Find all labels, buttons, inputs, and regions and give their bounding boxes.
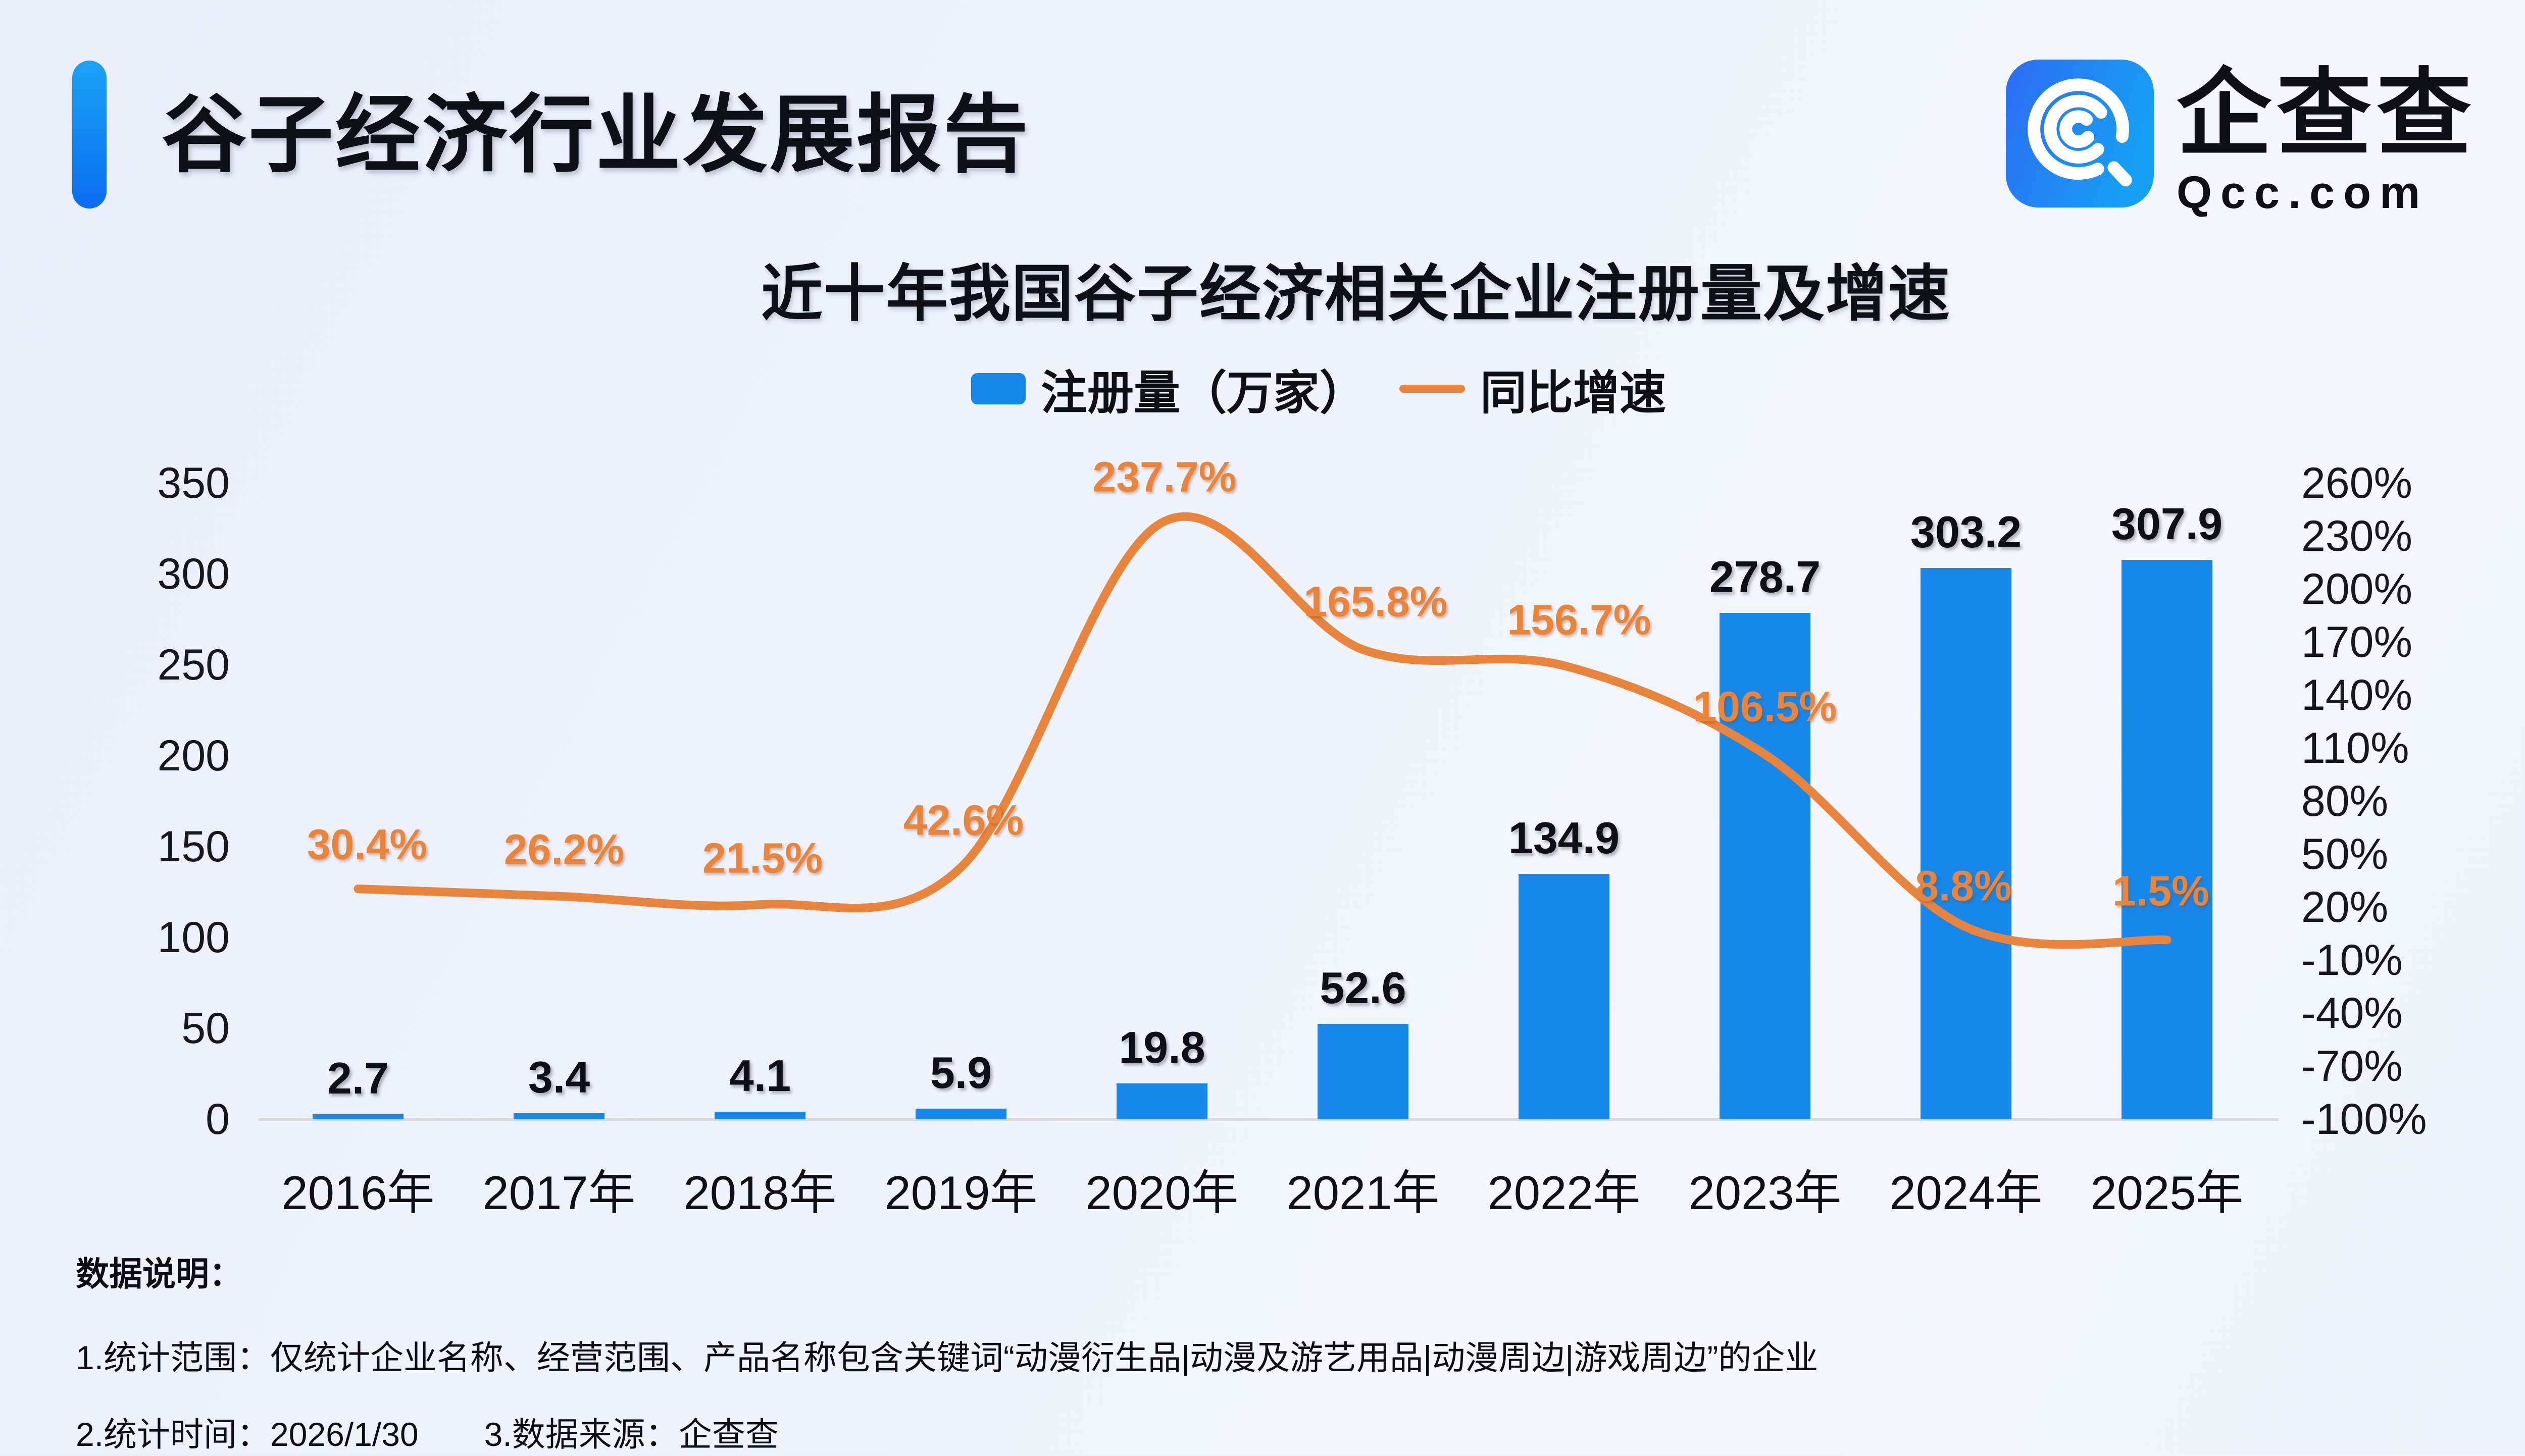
bar-2019年 [916,1108,1006,1119]
line-value-label: 21.5% [702,834,823,882]
y-axis-left-tick: 150 [157,822,230,871]
bar-2016年 [313,1114,403,1119]
qcc-brand-name: 企查查 [2177,61,2477,167]
x-axis-label: 2023年 [1688,1166,1842,1219]
y-axis-right-tick: -40% [2301,989,2403,1037]
x-axis-label: 2022年 [1487,1166,1641,1219]
y-axis-left-tick: 250 [157,641,230,689]
line-value-label: 106.5% [1693,683,1837,731]
x-axis-label: 2019年 [884,1166,1038,1219]
bar-2018年 [715,1112,805,1119]
line-value-label: 30.4% [307,820,428,868]
x-axis-label: 2017年 [482,1166,636,1219]
bar-value-label: 3.4 [528,1052,590,1102]
bar-value-label: 307.9 [2111,498,2223,549]
y-axis-left-tick: 50 [181,1004,230,1053]
y-axis-right-tick: 260% [2301,459,2412,507]
bar-value-label: 134.9 [1508,813,1620,863]
qcc-logo-icon [2006,60,2154,207]
y-axis-right-tick: -10% [2301,936,2403,984]
y-axis-left-tick: 350 [157,459,230,507]
line-value-label: 8.8% [1915,862,2012,910]
line-value-label: 237.7% [1092,453,1237,501]
y-axis-right-tick: 20% [2301,883,2389,931]
y-axis-left-tick: 0 [206,1095,230,1143]
growth-line [354,512,2172,949]
legend-line-label: 同比增速 [1480,367,1666,419]
bar-value-label: 52.6 [1320,962,1406,1013]
y-axis-right-tick: -100% [2301,1095,2427,1143]
x-axis-label: 2016年 [281,1166,435,1219]
footer-heading: 数据说明： [76,1255,242,1292]
line-value-label: 42.6% [903,796,1024,844]
chart-title: 近十年我国谷子经济相关企业注册量及增速 [761,259,1951,328]
y-axis-right-tick: 50% [2301,830,2389,878]
x-axis-label: 2021年 [1286,1166,1440,1219]
title-accent-bar [72,61,107,209]
bar-2024年 [1921,568,2011,1119]
y-axis-right-tick: 110% [2301,724,2409,772]
bar-2020年 [1117,1083,1207,1119]
x-axis-label: 2018年 [683,1166,837,1219]
line-value-label: 156.7% [1507,596,1651,644]
x-axis-line [259,1118,2279,1121]
bar-value-label: 4.1 [729,1051,791,1101]
y-axis-right-tick: 200% [2301,565,2412,613]
y-axis-left-tick: 200 [157,732,230,780]
footer-note-3: 3.数据来源：企查查 [484,1416,779,1453]
y-axis-right-tick: -70% [2301,1042,2403,1090]
y-axis-left-tick: 100 [157,913,230,962]
footer-note-1: 1.统计范围：仅统计企业名称、经营范围、产品名称包含关键词“动漫衍生品|动漫及游… [76,1339,1819,1376]
bar-value-label: 19.8 [1119,1022,1205,1072]
qcc-logo: 企查查 Qcc.com [2006,60,2486,218]
footer-note-row: 2.统计时间：2026/1/30 3.数据来源：企查查 [76,1408,779,1456]
bar-value-label: 5.9 [930,1047,992,1098]
x-axis-label: 2025年 [2090,1166,2244,1219]
bar-value-label: 303.2 [1910,507,2022,557]
legend-bar-swatch [971,373,1026,404]
line-value-label: 26.2% [503,825,625,873]
y-axis-right-tick: 230% [2301,512,2412,560]
legend-line-swatch [1399,385,1465,393]
footer-note-2: 2.统计时间：2026/1/30 [76,1416,419,1453]
page-title: 谷子经济行业发展报告 [162,87,1030,182]
y-axis-right-tick: 140% [2301,671,2412,719]
x-axis-label: 2024年 [1889,1166,2043,1219]
bar-value-label: 2.7 [327,1053,389,1104]
legend-bar-label: 注册量（万家） [1040,367,1366,419]
bar-2017年 [514,1113,604,1119]
bar-2021年 [1318,1023,1408,1119]
bar-2022年 [1519,874,1609,1119]
y-axis-right-tick: 80% [2301,777,2389,825]
line-value-label: 1.5% [2112,867,2209,915]
bar-2025年 [2122,559,2212,1119]
qcc-logo-text: 企查查 Qcc.com [2177,60,2477,219]
x-axis-label: 2020年 [1085,1166,1239,1219]
y-axis-left-tick: 300 [157,550,230,598]
chart-legend: 注册量（万家） 同比增速 [971,357,1666,420]
y-axis-right-tick: 170% [2301,618,2412,666]
line-value-label: 165.8% [1303,578,1448,626]
qcc-domain: Qcc.com [2177,168,2429,218]
bar-value-label: 278.7 [1709,551,1821,602]
